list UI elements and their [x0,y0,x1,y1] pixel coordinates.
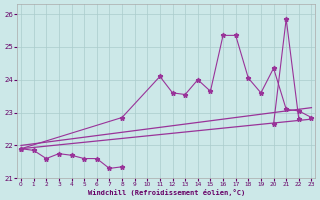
X-axis label: Windchill (Refroidissement éolien,°C): Windchill (Refroidissement éolien,°C) [88,189,245,196]
